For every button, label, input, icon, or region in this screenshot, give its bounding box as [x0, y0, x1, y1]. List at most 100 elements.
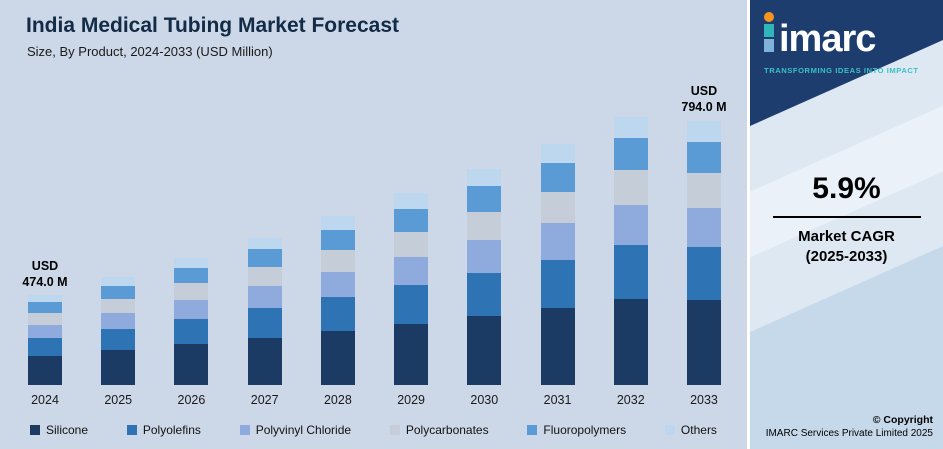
bar-stack [394, 193, 429, 385]
x-axis-label: 2029 [397, 393, 425, 407]
legend-item: Polyvinyl Chloride [239, 423, 352, 437]
bar-stack [686, 120, 721, 385]
brand-name: imarc [779, 17, 876, 60]
legend-item: Fluoropolymers [527, 423, 626, 437]
bar-segment [394, 256, 429, 286]
logo-dot-icon [764, 12, 774, 22]
bar-segment [613, 205, 648, 246]
cagr-block: 5.9% Market CAGR (2025-2033) [750, 172, 943, 265]
bar-segment [394, 285, 429, 324]
bar-segment [467, 212, 502, 241]
bar-segment [467, 315, 502, 385]
legend-swatch-icon [126, 425, 137, 435]
bar-segment [247, 249, 282, 267]
bar-segment [613, 245, 648, 300]
bar-segment [247, 308, 282, 338]
bar-stack [28, 295, 62, 385]
bar-segment [686, 300, 721, 385]
bar-segment [247, 267, 282, 287]
legend-label: Polycarbonates [405, 423, 489, 437]
legend-swatch-icon [239, 425, 250, 435]
legend-item: Others [664, 423, 717, 437]
bar-segment [247, 237, 282, 250]
imarc-logo: imarc [764, 12, 876, 60]
legend-item: Polycarbonates [389, 423, 489, 437]
bar-segment [686, 141, 721, 174]
bar-segment [320, 330, 355, 385]
bar-total-label: USD 474.0 M [22, 258, 68, 289]
x-axis-label: 2025 [104, 393, 133, 407]
bar-segment [540, 307, 575, 385]
copyright-line1: © Copyright [872, 414, 933, 426]
legend-swatch-icon [664, 425, 675, 435]
bar-segment [320, 297, 355, 331]
bar-stack [613, 116, 648, 385]
bar-segment [174, 268, 209, 284]
legend-item: Polyolefins [126, 423, 201, 437]
chart-panel: India Medical Tubing Market Forecast Siz… [22, 14, 727, 437]
bar-segment [394, 231, 429, 257]
legend: Silicone Polyolefins Polyvinyl Chloride Pol… [30, 423, 717, 437]
legend-label: Fluoropolymers [543, 423, 627, 437]
bar-segment [613, 138, 648, 171]
bar-segment [467, 186, 502, 213]
legend-label: Polyvinyl Chloride [255, 423, 352, 437]
bar-segment [467, 240, 502, 273]
logo-blue-segment-icon [764, 39, 774, 52]
x-axis-label: 2032 [616, 393, 645, 407]
bar-segment [686, 207, 721, 248]
chart-subtitle: Size, By Product, 2024-2033 (USD Million… [27, 44, 273, 59]
copyright: © Copyright IMARC Services Private Limit… [750, 414, 933, 439]
bar-stack [101, 277, 136, 385]
bar-stack [540, 143, 575, 385]
bar-stack [320, 216, 355, 385]
chart-title: India Medical Tubing Market Forecast [26, 14, 400, 37]
bar-column: USD 474.0 M 2024 [22, 83, 67, 407]
cagr-period: (2025-2033) [805, 248, 888, 265]
x-axis-label: 2030 [470, 393, 499, 407]
bar-segment [101, 350, 136, 385]
bar-segment [394, 208, 429, 232]
bar-total-label: USD 794.0 M [681, 84, 727, 115]
bar-column: 2032 [613, 83, 648, 407]
bar-segment [28, 295, 62, 303]
x-axis-label: 2024 [31, 393, 59, 407]
logo-teal-segment-icon [764, 24, 774, 37]
bar-segment [320, 271, 355, 298]
bar-segment [28, 313, 62, 325]
bar-stack [247, 237, 282, 385]
bar-segment [540, 259, 575, 308]
cagr-label: Market CAGR [798, 228, 895, 245]
cagr-divider [772, 216, 921, 218]
bar-segment [613, 299, 648, 385]
bar-segment [247, 337, 282, 385]
copyright-line2: IMARC Services Private Limited 2025 [765, 428, 933, 439]
bar-segment [394, 323, 429, 385]
bar-segment [247, 286, 282, 309]
legend-item: Silicone [30, 423, 88, 437]
bar-segment [686, 173, 721, 208]
x-axis-label: 2027 [250, 393, 279, 407]
bar-segment [174, 257, 209, 269]
legend-label: Others [680, 423, 717, 437]
x-axis-label: 2031 [543, 393, 572, 407]
bar-segment [320, 216, 355, 230]
bar-segment [467, 272, 502, 316]
bar-segment [101, 312, 136, 329]
bar-column: 2026 [174, 83, 209, 407]
bars-row: USD 474.0 M 2024 2025 2026 2027 2028 2029 2030 20… [22, 83, 726, 407]
x-axis-label: 2026 [177, 393, 206, 407]
bar-segment [174, 299, 209, 319]
bar-segment [540, 191, 575, 224]
legend-swatch-icon [527, 425, 538, 435]
bar-column: 2027 [247, 83, 282, 407]
logo-i-icon [764, 12, 774, 55]
bar-column: 2031 [540, 83, 575, 407]
bar-column: 2030 [467, 83, 502, 407]
bar-segment [28, 338, 62, 357]
bar-segment [174, 318, 209, 345]
bar-segment [174, 283, 209, 300]
legend-swatch-icon [30, 425, 40, 435]
bar-segment [613, 170, 648, 206]
bar-segment [540, 143, 575, 163]
